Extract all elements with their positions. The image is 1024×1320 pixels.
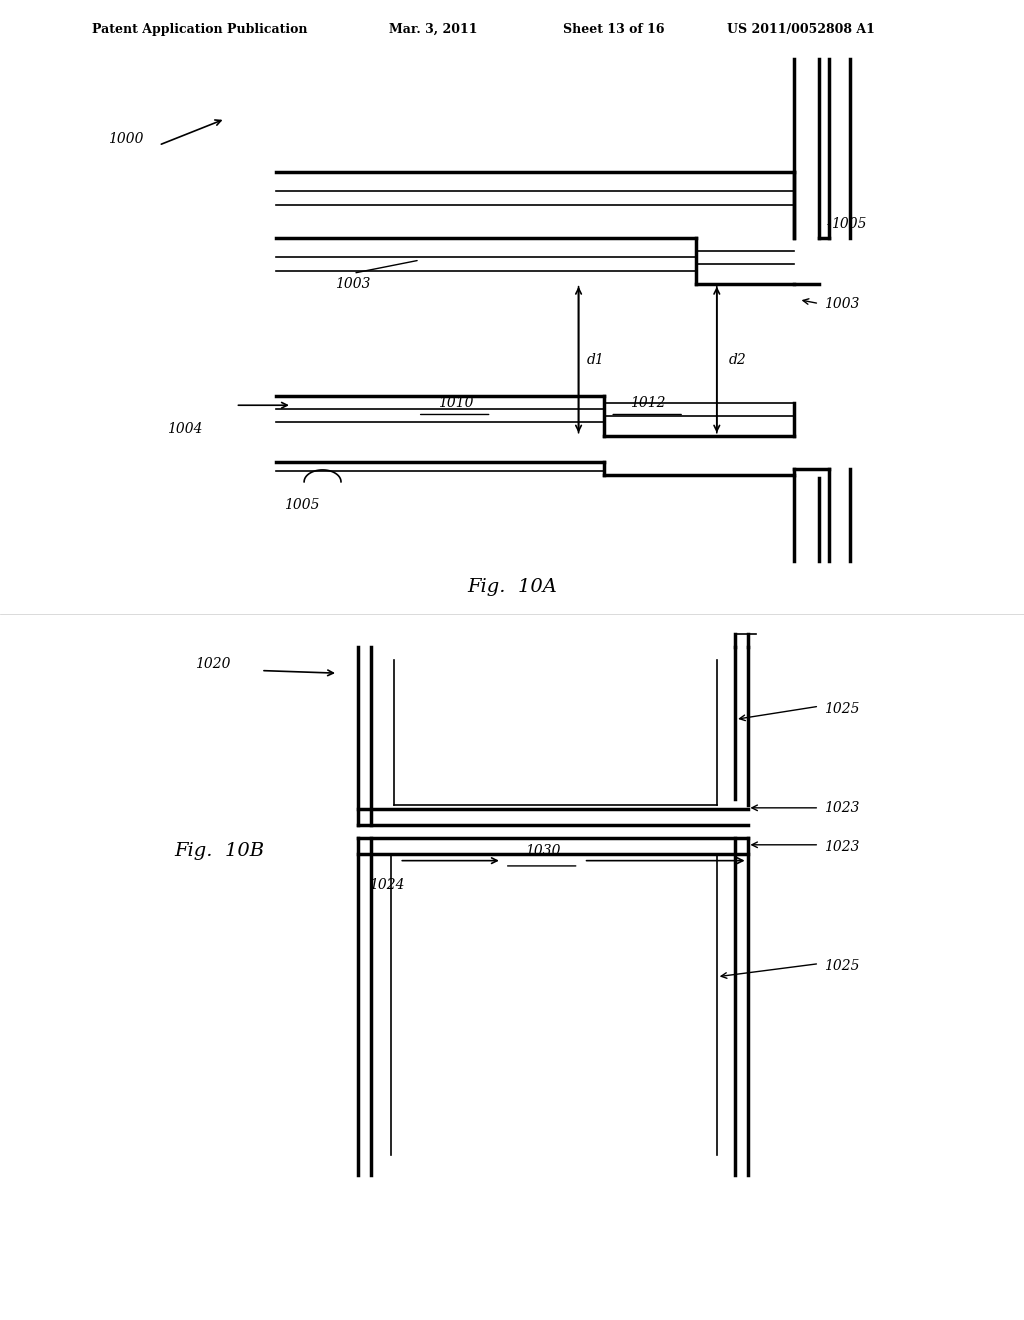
Text: 1005: 1005: [831, 218, 867, 231]
Text: 1025: 1025: [824, 702, 860, 715]
Text: US 2011/0052808 A1: US 2011/0052808 A1: [727, 22, 874, 36]
Text: 1025: 1025: [824, 960, 860, 973]
Text: Patent Application Publication: Patent Application Publication: [92, 22, 307, 36]
Text: Mar. 3, 2011: Mar. 3, 2011: [389, 22, 477, 36]
Text: 1024: 1024: [370, 878, 404, 892]
Text: 1010: 1010: [438, 396, 473, 409]
Text: 1023: 1023: [824, 841, 860, 854]
Text: 1000: 1000: [108, 132, 143, 145]
Text: 1005: 1005: [285, 498, 319, 512]
Text: 1023: 1023: [824, 801, 860, 814]
Text: 1004: 1004: [167, 422, 202, 437]
Text: d2: d2: [728, 354, 746, 367]
Text: 1020: 1020: [195, 657, 230, 671]
Text: 1003: 1003: [336, 277, 371, 292]
Text: Fig.  10A: Fig. 10A: [467, 578, 557, 597]
Text: Fig.  10B: Fig. 10B: [174, 842, 264, 861]
Text: Sheet 13 of 16: Sheet 13 of 16: [563, 22, 665, 36]
Text: 1012: 1012: [631, 396, 666, 409]
Text: d1: d1: [587, 354, 605, 367]
Text: 1003: 1003: [824, 297, 860, 310]
Text: 1030: 1030: [525, 845, 560, 858]
